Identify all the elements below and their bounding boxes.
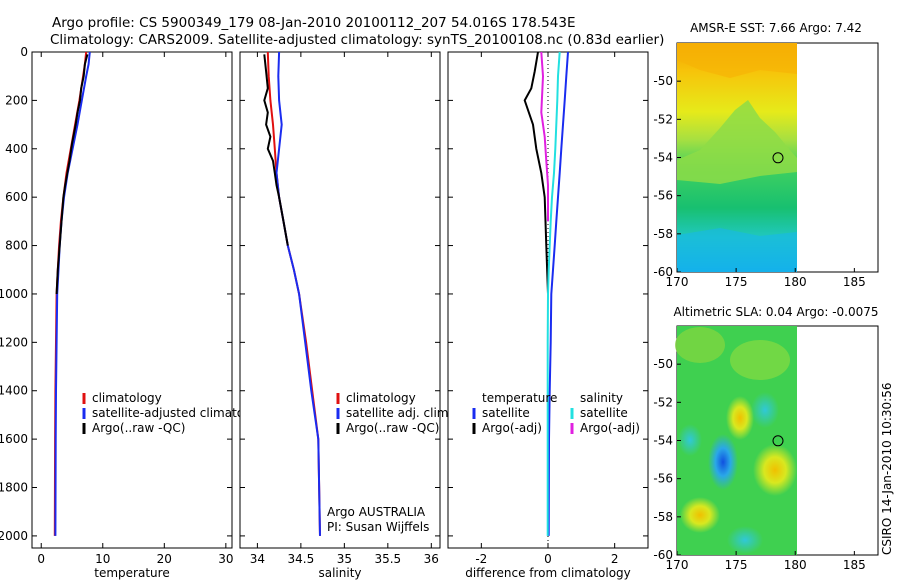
difference-legend-heading: temperature <box>482 391 557 405</box>
sst-argo-marker <box>772 152 784 164</box>
temperature-xlabel: temperature <box>94 566 169 580</box>
sla_map-ytick-label: -58 <box>653 510 673 524</box>
sst-map-title: AMSR-E SST: 7.66 Argo: 7.42 <box>690 21 862 35</box>
temperature-legend-label: climatology <box>92 391 162 405</box>
side-stamp: CSIRO 14-Jan-2010 10:30:56 <box>880 383 894 555</box>
temperature-ytick-label: 1200 <box>0 335 28 349</box>
difference-xtick-label: 0 <box>544 552 552 566</box>
difference-xtick-label: 2 <box>611 552 619 566</box>
difference-xlabel: difference from climatology <box>465 566 631 580</box>
sla-map-title: Altimetric SLA: 0.04 Argo: -0.0075 <box>673 305 878 319</box>
difference-series-line <box>523 51 549 295</box>
temperature-xtick-label: 10 <box>95 552 110 566</box>
sla-map-panel: Altimetric SLA: 0.04 Argo: -0.0075 170 17… <box>653 305 878 572</box>
temperature-ytick-label: 1600 <box>0 432 28 446</box>
sla_map-ytick-label: -50 <box>653 357 673 371</box>
sst_map-xtick-label: 175 <box>725 275 748 289</box>
temperature-xtick-label: 20 <box>157 552 172 566</box>
salinity-xtick-label: 36 <box>424 552 439 566</box>
difference-legend-label: Argo(-adj) <box>580 421 640 435</box>
sla-field <box>675 326 797 555</box>
salinity-xlabel: salinity <box>318 566 361 580</box>
sst_map-xtick-label: 170 <box>666 275 689 289</box>
salinity-legend-label: Argo(..raw -QC) <box>346 421 439 435</box>
sst_map-xtick-label: 185 <box>843 275 866 289</box>
difference-series-line <box>540 51 549 222</box>
sst_map-ytick-label: -54 <box>653 151 673 165</box>
sla_map-ytick-label: -52 <box>653 395 673 409</box>
salinity-xtick-label: 34.5 <box>288 552 315 566</box>
difference-series-line <box>546 51 561 536</box>
salinity-xtick-label: 35 <box>337 552 352 566</box>
difference-xtick-label: -2 <box>475 552 487 566</box>
salinity-legend-label: satellite adj. clim. <box>346 406 452 420</box>
sst_map-ytick-label: -56 <box>653 189 673 203</box>
sla_map-ytick-label: -56 <box>653 472 673 486</box>
temperature-legend-label: Argo(..raw -QC) <box>92 421 185 435</box>
temperature-ytick-label: 2000 <box>0 529 28 543</box>
temperature-xtick-label: 30 <box>218 552 233 566</box>
sla_map-xtick-label: 185 <box>843 558 866 572</box>
temperature-ytick-label: 800 <box>5 239 28 253</box>
salinity-annotation: Argo AUSTRALIA <box>327 505 426 519</box>
sla_map-ytick-label: -60 <box>653 548 673 562</box>
temperature-xtick-label: 0 <box>37 552 45 566</box>
sla-argo-marker <box>772 435 784 447</box>
salinity-xtick-label: 35.5 <box>374 552 401 566</box>
sla_map-xtick-label: 175 <box>725 558 748 572</box>
temperature-panel: 0 10 20 30 0 200 400 600 800 1000 1200 1400 1600 1800… <box>0 45 270 580</box>
sst_map-xtick-label: 180 <box>784 275 807 289</box>
sst_map-ytick-label: -50 <box>653 74 673 88</box>
salinity-xtick-label: 34 <box>250 552 265 566</box>
temperature-ytick-label: 1400 <box>0 384 28 398</box>
difference-legend-heading: salinity <box>580 391 623 405</box>
temperature-ytick-label: 1800 <box>0 481 28 495</box>
sst-field <box>677 43 797 272</box>
difference-series-line <box>547 51 569 536</box>
temperature-series-line <box>55 54 89 295</box>
sst_map-ytick-label: -60 <box>653 265 673 279</box>
sst_map-ytick-label: -52 <box>653 112 673 126</box>
sst_map-ytick-label: -58 <box>653 227 673 241</box>
sla_map-xtick-label: 170 <box>666 558 689 572</box>
temperature-ytick-label: 1000 <box>0 287 28 301</box>
temperature-ytick-label: 600 <box>5 190 28 204</box>
header-line-1: Argo profile: CS 5900349_179 08-Jan-2010… <box>52 15 575 31</box>
salinity-legend-label: climatology <box>346 391 416 405</box>
difference-legend-label: satellite <box>580 406 628 420</box>
salinity-annotation: PI: Susan Wijffels <box>327 520 429 534</box>
temperature-frame <box>31 51 233 549</box>
sla_map-ytick-label: -54 <box>653 434 673 448</box>
temperature-legend-label: satellite-adjusted climatology <box>92 406 270 420</box>
temperature-ytick-label: 400 <box>5 142 28 156</box>
temperature-ytick-label: 0 <box>20 45 28 59</box>
sla_map-xtick-label: 180 <box>784 558 807 572</box>
salinity-panel: 34 34.5 35 35.5 36 salinity climatologysatelli… <box>239 51 452 580</box>
sst-map-panel: AMSR-E SST: 7.66 Argo: 7.42 170 175 180 185… <box>653 21 879 289</box>
temperature-ytick-label: 200 <box>5 93 28 107</box>
difference-legend-label: Argo(-adj) <box>482 421 542 435</box>
salinity-frame <box>239 51 441 549</box>
difference-legend-label: satellite <box>482 406 530 420</box>
salinity-series-line <box>263 54 289 246</box>
header-line-2: Climatology: CARS2009. Satellite-adjuste… <box>50 32 664 48</box>
